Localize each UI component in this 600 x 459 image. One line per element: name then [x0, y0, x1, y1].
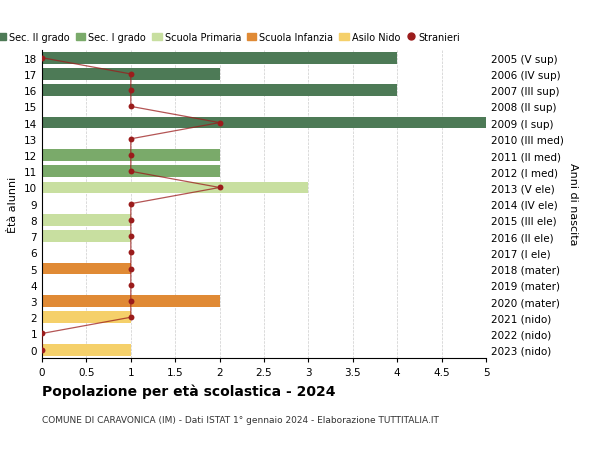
Bar — [42, 263, 131, 275]
Bar — [42, 118, 486, 129]
Text: COMUNE DI CARAVONICA (IM) - Dati ISTAT 1° gennaio 2024 - Elaborazione TUTTITALIA: COMUNE DI CARAVONICA (IM) - Dati ISTAT 1… — [42, 415, 439, 425]
Bar — [42, 166, 220, 178]
Bar — [42, 344, 131, 356]
Point — [215, 185, 224, 192]
Point — [126, 136, 136, 143]
Bar — [42, 215, 131, 226]
Point — [126, 152, 136, 159]
Text: Popolazione per età scolastica - 2024: Popolazione per età scolastica - 2024 — [42, 383, 335, 398]
Point — [126, 233, 136, 241]
Point — [126, 314, 136, 321]
Bar — [42, 296, 220, 307]
Y-axis label: Anni di nascita: Anni di nascita — [568, 163, 578, 246]
Point — [215, 120, 224, 127]
Point — [126, 87, 136, 95]
Point — [126, 201, 136, 208]
Bar — [42, 231, 131, 242]
Point — [126, 71, 136, 78]
Point — [126, 281, 136, 289]
Point — [126, 103, 136, 111]
Y-axis label: Ètà alunni: Ètà alunni — [8, 176, 19, 232]
Point — [37, 346, 47, 353]
Bar — [42, 312, 131, 324]
Bar — [42, 53, 397, 64]
Point — [126, 168, 136, 175]
Bar — [42, 182, 308, 194]
Legend: Sec. II grado, Sec. I grado, Scuola Primaria, Scuola Infanzia, Asilo Nido, Stran: Sec. II grado, Sec. I grado, Scuola Prim… — [0, 33, 460, 43]
Bar — [42, 85, 397, 97]
Bar — [42, 69, 220, 81]
Point — [126, 298, 136, 305]
Point — [126, 217, 136, 224]
Point — [126, 265, 136, 273]
Point — [37, 55, 47, 62]
Bar — [42, 150, 220, 162]
Point — [126, 249, 136, 257]
Point — [37, 330, 47, 337]
